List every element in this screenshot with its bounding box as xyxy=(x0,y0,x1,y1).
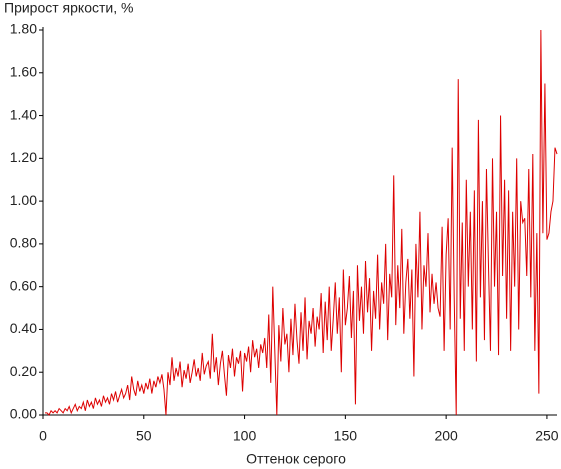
y-tick-label: 0.80 xyxy=(10,235,37,251)
x-tick-label: 250 xyxy=(535,428,559,444)
y-tick-label: 1.80 xyxy=(10,21,37,37)
y-tick-label: 0.60 xyxy=(10,277,37,293)
y-tick-label: 0.00 xyxy=(10,406,37,422)
x-tick-label: 50 xyxy=(136,428,152,444)
x-axis-label: Оттенок серого xyxy=(246,451,346,467)
y-tick-label: 1.40 xyxy=(10,106,37,122)
y-tick-label: 1.60 xyxy=(10,63,37,79)
chart-title: Прирост яркости, % xyxy=(4,0,133,16)
y-tick-label: 0.20 xyxy=(10,363,37,379)
data-line xyxy=(45,29,558,416)
y-tick-label: 1.00 xyxy=(10,192,37,208)
y-tick-label: 1.20 xyxy=(10,149,37,165)
x-tick-label: 0 xyxy=(39,428,47,444)
x-tick-label: 200 xyxy=(434,428,458,444)
x-tick-label: 150 xyxy=(334,428,358,444)
y-tick-label: 0.40 xyxy=(10,320,37,336)
x-tick-label: 100 xyxy=(233,428,257,444)
